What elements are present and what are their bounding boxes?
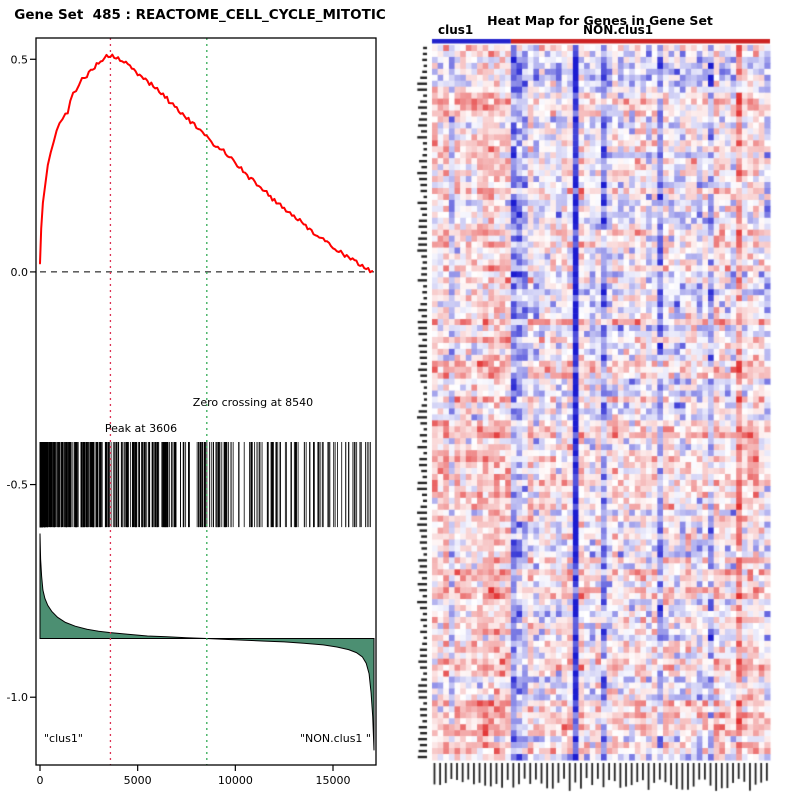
group-label-right: "NON.clus1 "	[300, 732, 371, 745]
heatmap-group-nonclus1: NON.clus1	[583, 23, 654, 37]
x-tick-label: 5000	[124, 774, 152, 787]
enrichment-panel: 0 5000 10000 15000 0.5 0.0 -0.5 -1.0 Peak at 36…	[7, 7, 386, 787]
heatmap-canvas	[400, 0, 800, 800]
group-label-left: "clus1"	[44, 732, 83, 745]
x-tick-label: 10000	[218, 774, 253, 787]
heatmap-title: Heat Map for Genes in Gene Set	[487, 13, 713, 28]
zero-crossing-annotation: Zero crossing at 8540	[193, 396, 313, 409]
y-tick-label: 0.0	[11, 266, 29, 279]
heatmap-panel: Heat Map for Genes in Gene Set clus1 NON…	[400, 0, 800, 800]
y-tick-label: 0.5	[11, 53, 29, 66]
peak-annotation: Peak at 3606	[105, 422, 177, 435]
heatmap-group-clus1: clus1	[438, 23, 474, 37]
enrichment-plot-layers: 0 5000 10000 15000 0.5 0.0 -0.5 -1.0	[7, 37, 377, 787]
y-tick-label: -1.0	[7, 691, 28, 704]
enrichment-title: Gene Set 485 : REACTOME_CELL_CYCLE_MITOT…	[14, 7, 386, 23]
x-tick-label: 0	[37, 774, 44, 787]
y-tick-label: -0.5	[7, 479, 28, 492]
x-tick-label: 15000	[316, 774, 351, 787]
enrichment-plot: 0 5000 10000 15000 0.5 0.0 -0.5 -1.0 Peak at 36…	[7, 37, 377, 787]
